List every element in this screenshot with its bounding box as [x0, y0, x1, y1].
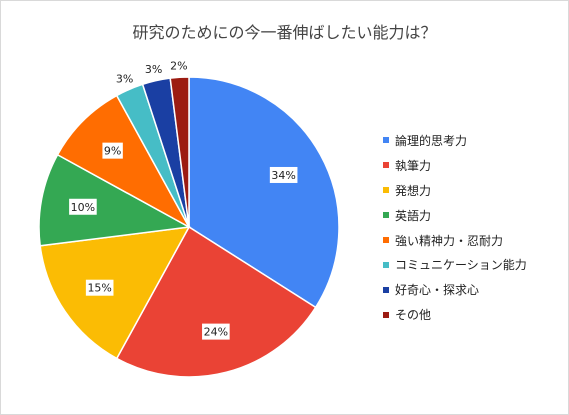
slice-value-label: 15%: [85, 279, 114, 296]
legend-swatch: [383, 137, 389, 144]
legend-item: 執筆力: [383, 153, 527, 178]
slice-value-text: 2%: [170, 59, 187, 72]
slice-value-text: 24%: [204, 326, 228, 339]
slice-value-text: 15%: [87, 282, 111, 295]
legend-label: 強い精神力・忍耐力: [395, 233, 504, 248]
pie-slice: [169, 76, 190, 228]
legend-swatch: [383, 162, 389, 169]
legend-label: コミュニケーション能力: [395, 258, 527, 273]
slice-value-label: 3%: [145, 63, 162, 76]
legend-swatch: [383, 212, 389, 219]
slice-value-label: 9%: [102, 142, 123, 159]
legend-item: コミュニケーション能力: [383, 252, 527, 277]
slice-label-background: [102, 142, 123, 159]
legend-swatch: [383, 286, 389, 293]
legend-item: 好奇心・探求心: [383, 277, 527, 302]
slice-value-label: 10%: [69, 198, 97, 215]
slice-value-label: 24%: [202, 323, 230, 340]
legend-swatch: [383, 237, 389, 243]
slice-label-background: [269, 166, 298, 183]
legend-label: 英語力: [395, 208, 432, 223]
chart-legend: 論理的思考力 執筆力発想力英語力強い精神力・忍耐力コミュニケーション能力 好奇心・探…: [383, 128, 527, 327]
pie-slice: [38, 153, 192, 247]
pie-slice: [115, 225, 317, 378]
legend-label: 好奇心・探求心: [395, 283, 480, 298]
legend-swatch: [383, 187, 389, 194]
legend-label: 発想力: [395, 183, 432, 198]
legend-item: その他: [383, 302, 527, 327]
legend-item: 強い精神力・忍耐力: [383, 228, 527, 253]
pie-slice: [56, 94, 191, 229]
slice-label-background: [85, 279, 114, 296]
slice-value-label: 3%: [116, 72, 133, 85]
legend-item: 英語力: [383, 203, 527, 228]
slice-value-text: 3%: [116, 72, 133, 85]
slice-value-label: 34%: [269, 166, 298, 183]
legend-label: 執筆力: [395, 158, 432, 173]
legend-label: その他: [395, 308, 432, 323]
slice-value-label: 2%: [170, 59, 187, 72]
slice-value-text: 10%: [71, 201, 95, 214]
legend-item: 論理的思考力: [383, 128, 527, 153]
slice-value-text: 9%: [104, 145, 121, 158]
slice-label-background: [202, 323, 230, 340]
slice-label-background: [69, 198, 97, 215]
legend-label: 論理的思考力: [395, 133, 468, 148]
slice-value-text: 34%: [271, 169, 295, 182]
chart-title: 研究のためにの今一番伸ばしたい能力は？: [132, 23, 437, 42]
slice-value-text: 3%: [145, 63, 162, 76]
legend-swatch: [383, 261, 389, 268]
legend-item: 発想力: [383, 178, 527, 203]
legend-swatch: [383, 311, 389, 318]
pie-slice: [39, 226, 191, 360]
pie-slice: [188, 76, 340, 309]
